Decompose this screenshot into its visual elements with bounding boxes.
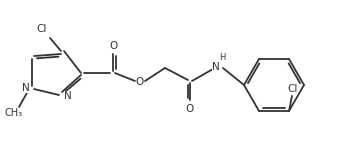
Text: N: N <box>22 83 30 93</box>
Text: Cl: Cl <box>37 24 47 34</box>
Text: N: N <box>212 62 220 72</box>
Text: O: O <box>136 77 144 87</box>
Text: H: H <box>219 52 225 62</box>
Text: O: O <box>109 41 117 51</box>
Text: O: O <box>186 104 194 114</box>
Text: CH₃: CH₃ <box>5 108 23 118</box>
Text: Cl: Cl <box>288 84 298 94</box>
Text: N: N <box>64 91 72 101</box>
